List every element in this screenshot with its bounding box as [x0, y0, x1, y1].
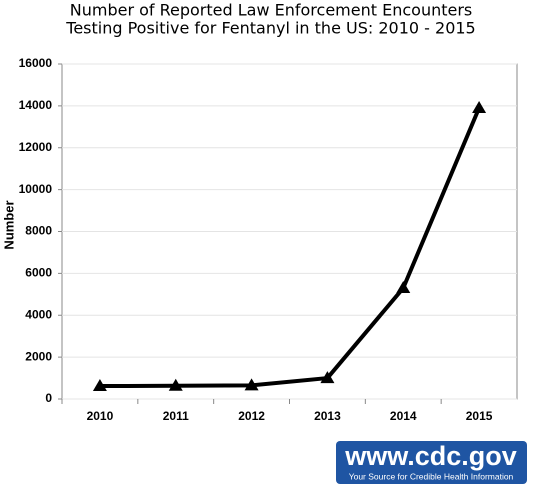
marker — [320, 371, 335, 384]
y-tick-label: 12000 — [19, 140, 53, 154]
logo-tagline: Your Source for Credible Health Informat… — [349, 471, 514, 481]
chart-title: Number of Reported Law Enforcement Encou… — [70, 1, 473, 20]
y-tick-label: 6000 — [25, 266, 52, 280]
y-tick-label: 8000 — [25, 224, 52, 238]
y-axis-label: Number — [1, 200, 16, 249]
x-tick-label: 2010 — [87, 409, 114, 423]
marker — [168, 378, 183, 391]
marker — [244, 378, 259, 391]
x-tick-label: 2013 — [314, 409, 341, 423]
y-tick-label: 0 — [45, 391, 52, 405]
logo-box — [336, 441, 527, 484]
y-tick-label: 4000 — [25, 307, 52, 321]
y-tick-label: 14000 — [19, 98, 53, 112]
logo[interactable]: www.cdc.gov Your Source for Credible Hea… — [336, 441, 527, 484]
x-tick-label: 2015 — [466, 409, 493, 423]
y-tick-label: 16000 — [19, 56, 53, 70]
data-line — [99, 107, 481, 389]
y-tick-label: 10000 — [19, 182, 53, 196]
marker — [396, 281, 411, 294]
x-tick-label: 2014 — [390, 409, 417, 423]
marker — [92, 379, 107, 392]
x-tick-label: 2012 — [238, 409, 265, 423]
y-tick-label: 2000 — [25, 349, 52, 363]
marker — [472, 100, 487, 113]
plot: 0 2000 4000 6000 8000 10000 12000 14000 16000 201… — [19, 56, 517, 423]
chart-title: Testing Positive for Fentanyl in the US:… — [65, 19, 475, 38]
logo-url: www.cdc.gov — [344, 441, 517, 471]
x-tick-label: 2011 — [163, 409, 189, 423]
